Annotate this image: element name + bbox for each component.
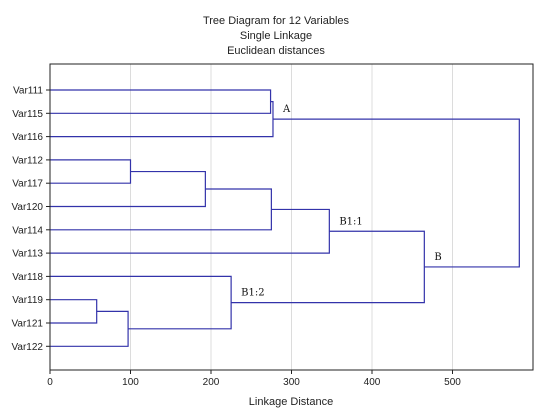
x-tick-label: 500 xyxy=(444,377,461,388)
chart-title-line-1: Tree Diagram for 12 Variables xyxy=(203,15,350,27)
leaf-label: Var120 xyxy=(11,202,43,213)
dendrogram-branch xyxy=(50,101,274,138)
cluster-annotation-label: B1:2 xyxy=(241,288,264,299)
x-tick-label: 400 xyxy=(364,377,381,388)
leaf-label: Var122 xyxy=(11,342,43,353)
dendrogram-branch xyxy=(50,188,272,231)
dendrogram-branch xyxy=(272,118,520,268)
leaf-label: Var111 xyxy=(13,86,43,97)
dendrogram-branches xyxy=(50,89,520,347)
leaf-labels: Var111 Var115 Var116 Var112 Var117 Var120 Var1… xyxy=(11,86,50,353)
x-axis-ticks: 0 100 200 300 400 500 xyxy=(47,370,461,388)
leaf-label: Var113 xyxy=(12,249,43,260)
leaf-label: Var117 xyxy=(12,179,43,190)
leaf-label: Var115 xyxy=(12,109,43,120)
leaf-label: Var114 xyxy=(12,225,43,236)
cluster-annotation-label: B xyxy=(434,252,441,263)
grid-lines xyxy=(130,64,453,370)
dendrogram-branch xyxy=(50,275,232,330)
dendrogram-branch xyxy=(50,208,330,254)
leaf-label: Var118 xyxy=(12,272,43,283)
cluster-annotations: A B1:1 B1:2 B xyxy=(241,104,442,298)
x-axis-title: Linkage Distance xyxy=(249,396,333,408)
dendrogram-branch xyxy=(50,299,98,324)
x-tick-label: 100 xyxy=(122,377,139,388)
leaf-label: Var112 xyxy=(12,155,43,166)
leaf-label: Var121 xyxy=(11,319,43,330)
dendrogram-branch xyxy=(50,170,206,208)
cluster-annotation-label: A xyxy=(282,104,291,115)
dendrogram-branch xyxy=(50,310,129,347)
chart-title-line-3: Euclidean distances xyxy=(227,45,325,57)
x-tick-label: 200 xyxy=(203,377,220,388)
leaf-label: Var116 xyxy=(12,132,43,143)
chart-title-line-2: Single Linkage xyxy=(240,30,312,42)
x-tick-label: 0 xyxy=(47,377,53,388)
dendrogram-branch xyxy=(50,159,132,184)
cluster-annotation-label: B1:1 xyxy=(339,216,362,227)
x-tick-label: 300 xyxy=(283,377,300,388)
leaf-label: Var119 xyxy=(12,295,43,306)
dendrogram-branch xyxy=(50,89,272,114)
